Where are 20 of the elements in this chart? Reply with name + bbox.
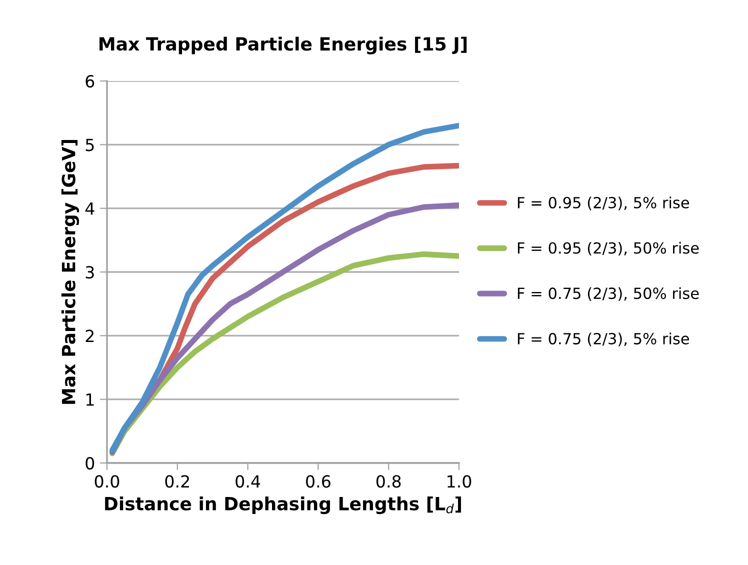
y-tick-label: 4: [85, 202, 94, 215]
x-tick-label: 0.0: [94, 475, 120, 488]
y-tick-label: 2: [86, 330, 94, 342]
x-tick-label: 0.8: [376, 475, 401, 488]
chart-title: Max Trapped Particle Energies [15 J]: [100, 36, 467, 54]
x-tick-label: 0.2: [165, 475, 189, 488]
x-tick-label: 1.0: [448, 475, 472, 488]
legend-label: F = 0.95 (2/3), 5% rise: [518, 196, 690, 210]
y-tick-label: 3: [86, 266, 94, 279]
y-tick-label: 6: [86, 74, 94, 88]
x-axis-title: Distance in Dephasing Lengths [L$_{d}$]: [105, 496, 461, 514]
y-tick-label: 1: [86, 394, 94, 406]
y-tick-label: 5: [86, 138, 94, 152]
legend-label: F = 0.75 (2/3), 5% rise: [518, 332, 690, 346]
x-tick-label: 0.6: [306, 475, 330, 488]
legend-label: F = 0.75 (2/3), 50% rise: [518, 287, 699, 301]
y-tick-label: 0: [86, 456, 94, 470]
x-tick-label: 0.4: [236, 475, 260, 488]
legend-label: F = 0.95 (2/3), 50% rise: [518, 242, 699, 256]
y-axis-title: Max Particle Energy [GeV]: [61, 140, 80, 404]
